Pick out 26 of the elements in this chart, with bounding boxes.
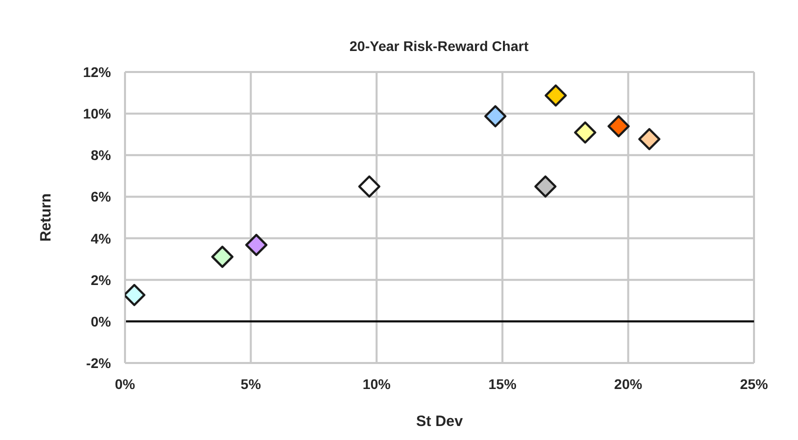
- point: [484, 105, 506, 128]
- y-tick-label: 12%: [82, 64, 112, 80]
- x-tick-label: 25%: [740, 376, 769, 392]
- y-tick-label: 4%: [90, 230, 112, 246]
- point: [358, 175, 380, 198]
- x-tick-label: 10%: [362, 376, 392, 392]
- point: [608, 115, 630, 138]
- y-tick-label: 0%: [90, 313, 112, 330]
- x-tick-label: 5%: [240, 376, 262, 392]
- y-tick-label: 2%: [90, 272, 112, 288]
- chart-title: 20-Year Risk-Reward Chart: [348, 38, 530, 54]
- point: [574, 121, 596, 144]
- y-tick-label: 8%: [90, 147, 112, 164]
- y-tick-label: 10%: [82, 106, 112, 122]
- y-axis-title: Return: [37, 193, 54, 242]
- x-tick-label: 15%: [488, 376, 517, 392]
- point: [544, 84, 567, 107]
- point: [534, 175, 557, 198]
- point: [245, 234, 268, 256]
- x-tick-label: 20%: [614, 376, 643, 392]
- point: [211, 246, 234, 268]
- point: [638, 128, 660, 150]
- y-tick-label: 6%: [90, 188, 112, 205]
- y-tick-label: -2%: [86, 354, 112, 371]
- x-axis-title: St Dev: [416, 413, 464, 430]
- x-tick-label: 0%: [114, 376, 136, 392]
